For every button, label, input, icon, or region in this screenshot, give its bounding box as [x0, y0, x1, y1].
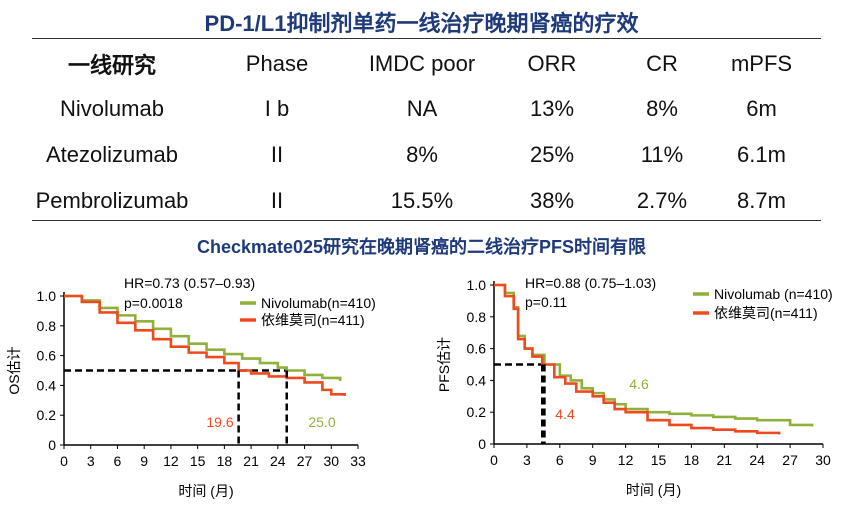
y-tick-label: 0.4 — [467, 372, 487, 388]
cell-mpfs: 8.7m — [737, 188, 786, 213]
everolimus-median-label: 19.6 — [206, 414, 233, 430]
hr-label: HR=0.88 (0.75–1.03) — [525, 275, 656, 291]
header-phase: Phase — [245, 51, 309, 76]
nivolumab-median-label: 4.6 — [629, 376, 649, 392]
everolimus-curve — [64, 294, 346, 396]
x-axis-label: 时间 (月) — [626, 482, 681, 498]
p-value-label: p=0.0018 — [124, 295, 183, 311]
y-tick-label: 1.0 — [37, 288, 57, 304]
hr-label: HR=0.73 (0.57–0.93) — [124, 275, 255, 291]
section-title: Checkmate025研究在晚期肾癌的二线治疗PFS时间有限 — [196, 237, 647, 257]
x-tick-label: 3 — [523, 452, 531, 468]
x-tick-label: 12 — [163, 453, 179, 469]
cell-orr: 38% — [529, 188, 575, 213]
y-tick-label: 0.6 — [467, 341, 487, 357]
cell-cr: 2.7% — [636, 188, 688, 213]
table-bottom-rule — [32, 220, 821, 221]
everolimus-median-label: 4.4 — [555, 406, 575, 422]
x-tick-label: 30 — [815, 452, 831, 468]
x-tick-label: 24 — [270, 453, 286, 469]
header-study: 一线研究 — [67, 53, 156, 78]
y-tick-label: 0 — [48, 437, 56, 453]
cell-mpfs: 6m — [746, 96, 777, 121]
legend-label: Nivolumab (n=410) — [714, 286, 833, 302]
x-tick-label: 15 — [190, 453, 206, 469]
cell-orr: 13% — [529, 96, 575, 121]
nivolumab-median-label: 25.0 — [308, 414, 335, 430]
p-value-label: p=0.11 — [525, 294, 567, 310]
header-mpfs: mPFS — [730, 51, 793, 76]
table-row: Pembrolizumab II 15.5% 38% 2.7% 8.7m — [32, 178, 821, 224]
table-row: Atezolizumab II 8% 25% 11% 6.1m — [32, 132, 821, 178]
table-header-row: 一线研究 Phase IMDC poor ORR CR mPFS — [32, 42, 821, 86]
cell-phase: II — [270, 188, 284, 213]
x-tick-label: 3 — [87, 453, 95, 469]
legend-label: Nivolumab(n=410) — [261, 295, 376, 311]
x-tick-label: 12 — [618, 452, 634, 468]
x-tick-label: 6 — [114, 453, 122, 469]
cell-drug: Nivolumab — [60, 96, 164, 121]
cell-phase: I b — [264, 96, 290, 121]
legend-label: 依维莫司(n=411) — [714, 305, 818, 321]
nivolumab-curve — [494, 283, 814, 427]
x-tick-label: 24 — [749, 452, 765, 468]
y-tick-label: 0 — [478, 436, 486, 452]
x-tick-label: 27 — [782, 452, 798, 468]
y-tick-label: 0.8 — [467, 309, 487, 325]
y-tick-label: 0.4 — [37, 377, 57, 393]
x-tick-label: 18 — [217, 453, 233, 469]
y-tick-label: 0.2 — [467, 404, 487, 420]
legend-label: 依维莫司(n=411) — [261, 312, 365, 328]
x-tick-label: 21 — [717, 452, 733, 468]
x-tick-label: 0 — [60, 453, 68, 469]
y-tick-label: 0.6 — [37, 348, 57, 364]
y-tick-label: 1.0 — [467, 277, 487, 293]
cell-cr: 8% — [646, 96, 678, 121]
cell-drug: Atezolizumab — [45, 142, 179, 167]
page-title: PD-1/L1抑制剂单药一线治疗晚期肾癌的疗效 — [204, 11, 639, 36]
y-tick-label: 0.8 — [37, 318, 57, 334]
table-row: Nivolumab I b NA 13% 8% 6m — [32, 86, 821, 132]
header-imdc: IMDC poor — [368, 51, 476, 76]
efficacy-table: 一线研究 Phase IMDC poor ORR CR mPFS Nivolum… — [32, 42, 821, 224]
x-tick-label: 21 — [243, 453, 259, 469]
x-tick-label: 9 — [140, 453, 148, 469]
cell-orr: 25% — [529, 142, 575, 167]
os-km-chart: 0 0.2 0.4 0.6 0.8 1.0 0 3 6 9 12 15 18 21 24 27 30 33 OS估计… — [6, 275, 376, 499]
x-tick-label: 33 — [350, 453, 366, 469]
table-top-rule — [32, 38, 821, 39]
y-axis-label: OS估计 — [6, 346, 22, 394]
cell-imdc: 15.5% — [390, 188, 454, 213]
header-cr: CR — [646, 51, 678, 76]
x-tick-label: 30 — [323, 453, 339, 469]
cell-drug: Pembrolizumab — [35, 188, 189, 213]
x-tick-label: 0 — [490, 452, 498, 468]
x-axis-label: 时间 (月) — [178, 483, 233, 499]
x-tick-label: 18 — [684, 452, 700, 468]
everolimus-curve — [494, 283, 781, 435]
y-axis-label: PFS估计 — [436, 337, 452, 392]
nivolumab-curve — [64, 294, 342, 381]
cell-imdc: NA — [406, 96, 438, 121]
x-tick-label: 15 — [651, 452, 667, 468]
cell-phase: II — [270, 142, 284, 167]
y-tick-label: 0.2 — [37, 407, 57, 423]
cell-mpfs: 6.1m — [737, 142, 786, 167]
cell-imdc: 8% — [406, 142, 438, 167]
header-orr: ORR — [527, 51, 577, 76]
x-tick-label: 27 — [297, 453, 313, 469]
pfs-km-chart: 0 0.2 0.4 0.6 0.8 1.0 0 3 6 9 12 15 18 21 24 27 30 PFS估计时… — [436, 275, 833, 498]
x-tick-label: 9 — [589, 452, 597, 468]
cell-cr: 11% — [640, 142, 684, 167]
x-tick-label: 6 — [556, 452, 564, 468]
